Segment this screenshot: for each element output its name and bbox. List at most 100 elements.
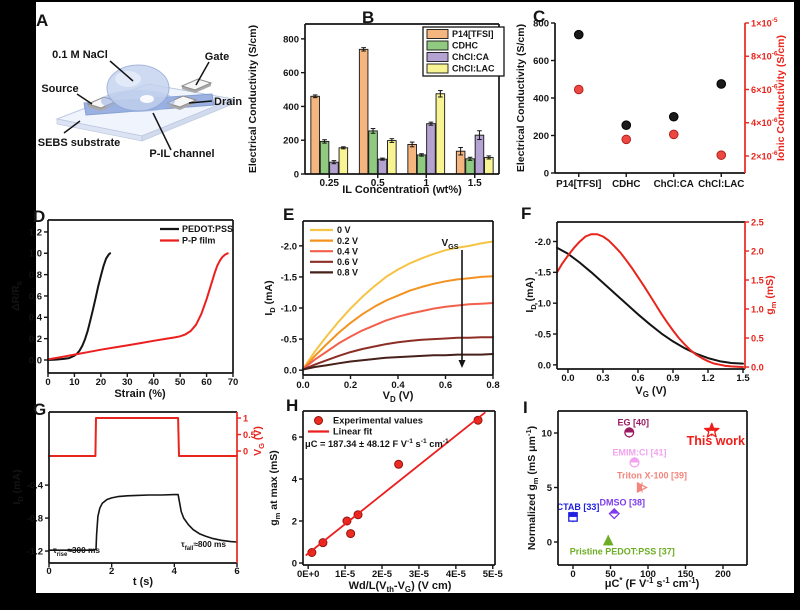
x-tick-label: 0 — [570, 569, 575, 580]
series-0 V — [302, 240, 494, 370]
point-Experimental values — [346, 529, 356, 539]
sebs-substrate-edge-right — [141, 98, 234, 142]
y-tick-label: 400 — [533, 93, 549, 104]
D-legend: PEDOT:PSS P-P film — [160, 224, 233, 246]
y-tick-label: -2.0 — [535, 237, 551, 248]
drain-electrode-side — [167, 100, 196, 110]
y-tick-label: 1.0 — [29, 249, 42, 260]
E-legend: 0 V0.2 V0.4 V0.6 V0.8 V — [310, 225, 358, 278]
panel-letter-D: D — [33, 207, 45, 226]
x-tick-label: 1.5 — [468, 178, 482, 189]
x-tick-label: 0.6 — [439, 380, 452, 391]
H-annotation-0: μC = 187.34 ± 48.12 F V-1 s-1 cm-1 — [305, 438, 449, 449]
legend-label: P14[TFSI] — [452, 29, 494, 39]
bar-P14[TFSI] — [310, 95, 320, 175]
panel-letter-G: G — [33, 400, 46, 419]
y2-tick-label: 2.0 — [751, 246, 764, 256]
leader-line — [63, 120, 81, 134]
panel-H-chart: 0E+0 1E-5 2E-5 3E-5 4E-5 5E-5 0 2 4 6 gm at max (m… — [268, 410, 504, 594]
y-tick-label: -0.5 — [535, 329, 552, 340]
panel-I-chart: CTAB [33] Pristine PEDOT:PSS [37] DMSO [38… — [524, 410, 748, 590]
y2-tick-label: 1 — [243, 413, 248, 423]
panel-C-chart: P14[TFSI] CDHC ChCl:CA ChCl:LAC 0 200 400 600 80… — [515, 17, 787, 190]
point-EG [40] — [624, 427, 635, 438]
y-tick-label: 800 — [283, 34, 299, 45]
point-Pristine PEDOT:PSS [37] — [602, 534, 614, 546]
point-label-CTAB [33]: CTAB [33] — [557, 502, 600, 512]
x-tick-label: 0.2 — [344, 380, 357, 391]
y2-tick-label: 2.5 — [751, 217, 764, 227]
legend-label: ChCl:LAC — [452, 64, 495, 74]
x-tick-label: 2 — [109, 566, 114, 577]
panel-letter-B: B — [362, 8, 374, 27]
source-electrode-side — [88, 101, 117, 111]
G-annotation-1: τfall≈800 ms — [181, 539, 226, 552]
y-tick-label: 0.0 — [284, 366, 297, 377]
y-tick-label: 2 — [292, 516, 297, 527]
y-tick-label: 200 — [283, 136, 299, 147]
droplet-spot — [140, 95, 154, 103]
x-tick-label: 3E-5 — [409, 569, 430, 580]
G-y-axis-title: ID (mA) — [11, 469, 25, 504]
point-Ionic conductivity — [621, 134, 632, 145]
schematic-label-gate: Gate — [205, 51, 229, 63]
x-tick-label: 10 — [69, 377, 80, 388]
y-tick-label: 600 — [283, 68, 299, 79]
legend-label: 0 V — [337, 225, 351, 235]
panel-letter-I: I — [523, 398, 528, 417]
leader-line — [76, 93, 93, 105]
x-tick-label: 1.5 — [736, 373, 750, 384]
series-P-P film — [47, 252, 229, 361]
x-tick-label: 0.5 — [371, 178, 385, 189]
panel-letter-C: C — [533, 7, 545, 26]
x-tick-label: 0 — [46, 566, 51, 577]
G-annotation-0: τrise≈300 ms — [53, 545, 100, 558]
H-x-axis-title: Wd/L(Vth-VG) (V cm) — [349, 580, 452, 594]
x-tick-label: 50 — [175, 377, 186, 388]
y-tick-label: 4 — [292, 474, 298, 485]
bar-ChCl:LAC — [387, 140, 397, 175]
I-y-axis-title: Normalized gm (mS μm-1) — [524, 426, 540, 550]
x-tick-label: CDHC — [612, 179, 640, 190]
y-tick-label: 0 — [292, 558, 297, 569]
B-x-axis-title: IL Concentration (wt%) — [342, 184, 462, 196]
legend-marker — [314, 416, 323, 425]
point-Electrical conductivity — [716, 79, 727, 89]
x-tick-label: 0.8 — [486, 380, 499, 391]
legend-label: 0.6 V — [337, 257, 358, 267]
y-tick-label: 0 — [544, 168, 549, 179]
y-tick-label: 1.2 — [29, 227, 42, 238]
bar-P14[TFSI] — [358, 48, 369, 175]
point-Electrical conductivity — [621, 120, 632, 130]
x-tick-label: 50 — [605, 569, 616, 580]
schematic-label-substrate: SEBS substrate — [38, 137, 121, 149]
bar-ChCl:LAC — [338, 147, 349, 175]
point-CTAB [33] — [568, 512, 578, 522]
panel-A-schematic: 0.1 M NaCl Gate Source Drain SEBS substrate P… — [38, 49, 243, 160]
point-Experimental values — [394, 459, 404, 469]
x-tick-label: 0.0 — [296, 380, 309, 391]
bar-CDHC — [319, 140, 330, 175]
drain-electrode — [165, 95, 198, 108]
y-tick-label: 6 — [292, 432, 297, 443]
gate-electrode-side — [182, 83, 211, 93]
y-tick-label: 0.8 — [29, 270, 42, 281]
y-tick-label: 10 — [541, 428, 552, 439]
x-tick-label: 0.3 — [596, 373, 609, 384]
y-tick-label: 400 — [283, 102, 299, 113]
point-label-EG [40]: EG [40] — [617, 417, 649, 427]
series-I_D response — [48, 493, 238, 552]
x-tick-label: 1E-5 — [335, 569, 356, 580]
y2-tick-label: 4×10-6 — [751, 117, 778, 128]
y2-tick-label: 1×10-5 — [751, 17, 778, 28]
x-tick-label: 0 — [45, 377, 50, 388]
B-y-axis-title: Electrical Conductivity (S/cm) — [247, 25, 259, 173]
legend-swatch — [426, 29, 449, 39]
point-Ionic conductivity — [573, 84, 584, 95]
y2-tick-label: 0 — [243, 446, 248, 456]
y-tick-label: 0.0 — [538, 360, 551, 371]
y-tick-label: 200 — [533, 131, 549, 142]
panel-E-chart: 0.0 0.2 0.4 0.6 0.8 0.0 -0.5 -1.0 -1.5 -2.0 ID (mA… — [263, 220, 500, 404]
point-Electrical conductivity — [668, 111, 679, 122]
